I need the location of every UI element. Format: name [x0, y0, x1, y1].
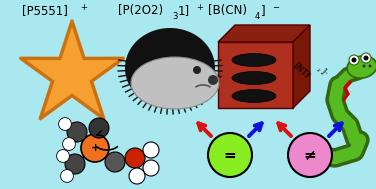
Circle shape: [193, 66, 201, 74]
Circle shape: [105, 152, 125, 172]
Circle shape: [143, 142, 159, 158]
Circle shape: [59, 118, 71, 130]
Ellipse shape: [131, 57, 219, 109]
Polygon shape: [218, 25, 310, 42]
Text: 3: 3: [172, 12, 177, 21]
Circle shape: [57, 150, 70, 162]
Polygon shape: [20, 20, 124, 119]
Text: ]: ]: [261, 4, 265, 17]
Ellipse shape: [232, 53, 276, 67]
Circle shape: [288, 133, 332, 177]
Circle shape: [129, 168, 145, 184]
Text: ₂: ₂: [315, 67, 321, 73]
Text: −: −: [272, 3, 279, 12]
Circle shape: [349, 55, 359, 65]
Text: [NTf: [NTf: [291, 60, 311, 80]
Text: 1]: 1]: [178, 4, 190, 17]
Text: [P(2O2): [P(2O2): [118, 4, 163, 17]
Text: +: +: [90, 143, 100, 153]
Text: 4: 4: [255, 12, 260, 21]
Text: [P5551]: [P5551]: [22, 4, 68, 17]
Text: ≠: ≠: [304, 147, 316, 163]
Ellipse shape: [232, 90, 276, 102]
Circle shape: [143, 160, 159, 176]
Text: +: +: [196, 3, 203, 12]
Circle shape: [368, 64, 371, 67]
Circle shape: [61, 170, 73, 182]
Circle shape: [67, 122, 87, 142]
Text: +: +: [80, 3, 87, 12]
Circle shape: [125, 148, 145, 168]
Text: =: =: [224, 147, 237, 163]
Circle shape: [81, 134, 109, 162]
Polygon shape: [24, 24, 120, 116]
Circle shape: [89, 118, 109, 138]
Circle shape: [364, 56, 368, 60]
Circle shape: [65, 154, 85, 174]
Polygon shape: [218, 42, 293, 108]
Circle shape: [352, 57, 356, 63]
Polygon shape: [293, 25, 310, 108]
Text: ]⁻: ]⁻: [318, 66, 330, 78]
Ellipse shape: [125, 28, 215, 108]
Ellipse shape: [347, 56, 376, 78]
Circle shape: [208, 75, 218, 85]
Ellipse shape: [232, 71, 276, 84]
Circle shape: [62, 138, 76, 150]
Circle shape: [361, 53, 371, 63]
Text: [B(CN): [B(CN): [208, 4, 247, 17]
Circle shape: [362, 64, 365, 67]
Circle shape: [208, 133, 252, 177]
